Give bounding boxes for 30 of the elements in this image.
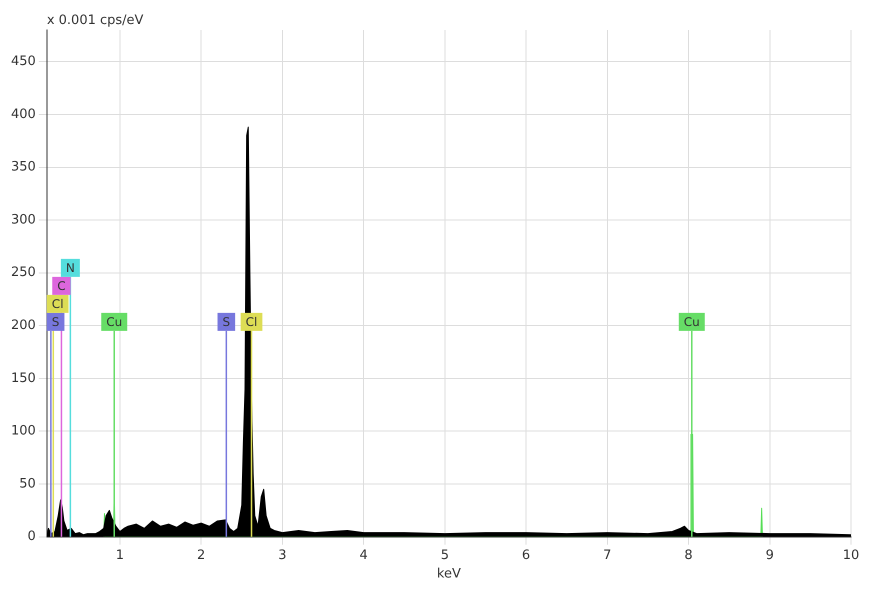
x-tick-label: 5	[440, 548, 449, 563]
ref-line-label: N	[66, 261, 75, 276]
y-tick-label: 350	[10, 160, 36, 175]
x-tick-label: 4	[359, 548, 368, 563]
ref-line-label: Cl	[246, 315, 258, 330]
x-tick-label: 9	[766, 548, 774, 563]
ref-line-label: Cu	[106, 315, 122, 330]
x-tick-label: 2	[197, 548, 206, 563]
x-tick-label: 1	[116, 548, 124, 563]
y-axis-title: x 0.001 cps/eV	[46, 12, 144, 28]
y-tick-label: 300	[10, 212, 36, 228]
x-tick-label: 10	[842, 548, 860, 563]
x-tick-label: 7	[603, 548, 612, 563]
y-tick-label: 450	[10, 54, 36, 70]
ref-line-label: Cl	[52, 297, 64, 312]
ref-line-label: S	[222, 315, 230, 330]
x-axis-title: keV	[436, 566, 461, 582]
ref-line-label: C	[57, 279, 66, 294]
y-tick-label: 150	[10, 370, 36, 386]
x-tick-label: 8	[684, 548, 693, 563]
y-tick-label: 250	[10, 265, 36, 280]
y-tick-label: 0	[28, 529, 36, 544]
y-tick-label: 400	[10, 106, 36, 122]
y-tick-label: 200	[10, 318, 36, 334]
x-tick-label: 3	[278, 548, 287, 563]
x-tick-label: 6	[522, 548, 530, 563]
y-tick-label: 50	[19, 476, 36, 492]
y-tick-label: 100	[10, 424, 36, 439]
ref-line-label: S	[52, 315, 60, 330]
ref-line-label: Cu	[684, 315, 700, 330]
